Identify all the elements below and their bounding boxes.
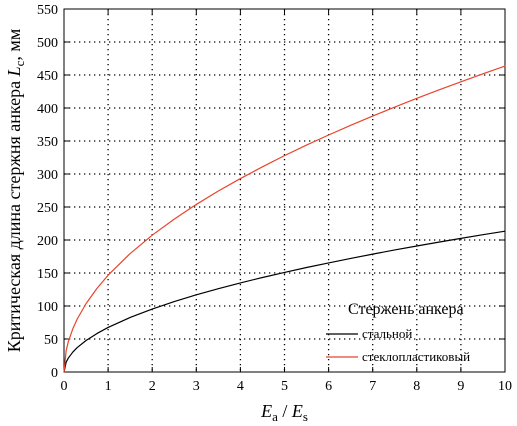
y-tick-label: 200 xyxy=(37,234,58,249)
legend-title: Стержень анкера xyxy=(348,301,464,318)
x-tick-label: 4 xyxy=(237,379,244,394)
y-tick-label: 250 xyxy=(37,201,58,216)
series-lines xyxy=(63,65,506,373)
y-tick-label: 0 xyxy=(51,366,58,381)
x-tick-label: 5 xyxy=(281,379,288,394)
x-tick-label: 7 xyxy=(369,379,376,394)
y-tick-label: 100 xyxy=(37,300,58,315)
x-tick-label: 10 xyxy=(498,379,512,394)
x-axis-title: Ea / Es xyxy=(260,401,308,424)
y-tick-label: 300 xyxy=(37,168,58,183)
series-line-fiberglass xyxy=(63,65,506,373)
x-tick-label: 9 xyxy=(457,379,464,394)
axis-ticks: 0 1 2 3 4 5 6 7 8 9 100501001502002503003504004505… xyxy=(37,3,512,394)
y-tick-label: 400 xyxy=(37,102,58,117)
x-tick-label: 6 xyxy=(325,379,332,394)
y-axis-title: Критическая длина стержня анкера Lc, мм xyxy=(4,29,27,352)
y-tick-label: 450 xyxy=(37,69,58,84)
legend-label-fiberglass: стеклопластиковый xyxy=(362,349,470,364)
legend-label-steel: стальной xyxy=(362,326,412,341)
x-tick-label: 0 xyxy=(61,379,68,394)
y-tick-label: 550 xyxy=(37,3,58,18)
x-tick-label: 2 xyxy=(149,379,156,394)
grid xyxy=(64,9,505,372)
y-tick-label: 50 xyxy=(44,333,58,348)
y-tick-label: 350 xyxy=(37,135,58,150)
x-tick-label: 3 xyxy=(193,379,200,394)
x-tick-label: 1 xyxy=(105,379,112,394)
legend: Стержень анкера стальной стеклопластиков… xyxy=(326,301,470,364)
series-line-steel xyxy=(63,230,506,373)
y-tick-label: 150 xyxy=(37,267,58,282)
x-tick-label: 8 xyxy=(413,379,420,394)
y-tick-label: 500 xyxy=(37,36,58,51)
